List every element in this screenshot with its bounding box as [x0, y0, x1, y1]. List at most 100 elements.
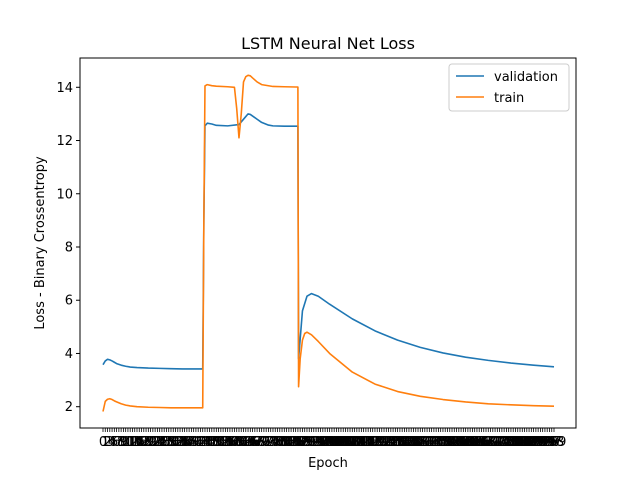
x-tick-label: 62: [235, 435, 252, 450]
x-tick-label: 129: [383, 435, 408, 450]
chart-title: LSTM Neural Net Loss: [241, 34, 415, 53]
x-tick-label: 162: [458, 435, 483, 450]
x-tick-label: 37: [179, 435, 196, 450]
x-tick-label: 126: [376, 435, 401, 450]
x-tick-label: 154: [440, 435, 465, 450]
x-tick-label: 182: [503, 435, 528, 450]
x-tick-label: 146: [421, 435, 446, 450]
x-tick-label: 57: [224, 435, 241, 450]
x-tick-label: 179: [496, 435, 521, 450]
x-tick-label: 69: [251, 435, 268, 450]
x-tick-label: 1: [101, 435, 109, 450]
series-line-validation: [102, 113, 555, 370]
y-axis-label: Loss - Binary Crossentropy: [33, 156, 48, 330]
x-tick-label: 168: [471, 435, 496, 450]
x-tick-label: 188: [517, 435, 542, 450]
x-tick-label: 49: [206, 435, 223, 450]
x-tick-label: 136: [399, 435, 424, 450]
x-tick-label: 65: [242, 435, 259, 450]
x-tick-label: 33: [170, 435, 187, 450]
x-tick-label: 190: [521, 435, 546, 450]
x-tick-label: 74: [262, 435, 279, 450]
x-tick-label: 98: [317, 435, 334, 450]
x-tick-label: 13: [124, 435, 141, 450]
x-tick-label: 183: [505, 435, 530, 450]
plot-lines: [102, 74, 555, 412]
x-tick-label: 166: [467, 435, 492, 450]
x-tick-label: 56: [222, 435, 239, 450]
x-tick-label: 164: [462, 435, 487, 450]
x-tick-label: 137: [401, 435, 426, 450]
x-tick-label: 96: [312, 435, 329, 450]
x-tick-label: 19: [138, 435, 155, 450]
x-tick-label: 84: [285, 435, 302, 450]
x-tick-label: 194: [530, 435, 555, 450]
x-tick-label: 8: [117, 435, 125, 450]
x-tick-label: 25: [151, 435, 168, 450]
x-tick-label: 97: [315, 435, 332, 450]
x-tick-label: 117: [356, 435, 381, 450]
x-tick-label: 192: [526, 435, 551, 450]
x-tick-label: 176: [489, 435, 514, 450]
x-tick-label: 88: [294, 435, 311, 450]
x-tick-label: 28: [158, 435, 175, 450]
x-tick-label: 34: [172, 435, 189, 450]
y-tick-label: 8: [65, 240, 73, 255]
x-tick-label: 38: [181, 435, 198, 450]
x-tick-label: 10: [117, 435, 134, 450]
x-tick-label: 123: [369, 435, 394, 450]
x-tick-label: 175: [487, 435, 512, 450]
x-tick-label: 4: [108, 435, 116, 450]
x-tick-label: 157: [446, 435, 471, 450]
legend: validation train: [448, 63, 570, 112]
x-tick-label: 118: [358, 435, 383, 450]
x-tick-label: 82: [281, 435, 298, 450]
x-tick-label: 113: [347, 435, 372, 450]
plot-frame: [79, 57, 577, 429]
x-tick-label: 18: [136, 435, 153, 450]
x-tick-label: 87: [292, 435, 309, 450]
legend-label-validation: validation: [494, 70, 558, 85]
x-tick-label: 112: [344, 435, 369, 450]
x-tick-label: 161: [455, 435, 480, 450]
y-tick-label: 6: [65, 294, 73, 309]
x-tick-label: 67: [247, 435, 264, 450]
x-tick-label: 122: [367, 435, 392, 450]
x-tick-label: 107: [333, 435, 358, 450]
x-tick-label: 150: [431, 435, 456, 450]
x-tick-label: 109: [338, 435, 363, 450]
x-tick-label: 180: [499, 435, 524, 450]
x-tick-label: 93: [305, 435, 322, 450]
x-tick-label: 171: [478, 435, 503, 450]
x-tick-label: 139: [406, 435, 431, 450]
x-tick-label: 174: [485, 435, 510, 450]
x-tick-label: 90: [299, 435, 316, 450]
x-tick-label: 91: [301, 435, 318, 450]
x-tick-label: 83: [283, 435, 300, 450]
x-tick-label: 131: [387, 435, 412, 450]
x-tick-label: 158: [449, 435, 474, 450]
x-tick-label: 68: [249, 435, 266, 450]
x-tick-label: 86: [290, 435, 307, 450]
x-tick-label: 27: [156, 435, 173, 450]
x-tick-label: 41: [188, 435, 205, 450]
x-tick-label: 55: [219, 435, 236, 450]
x-tick-label: 177: [492, 435, 517, 450]
x-tick-label: 173: [483, 435, 508, 450]
x-tick-label: 159: [451, 435, 476, 450]
x-tick-label: 76: [267, 435, 284, 450]
x-tick-label: 197: [537, 435, 562, 450]
x-tick-label: 189: [519, 435, 544, 450]
x-tick-label: 187: [514, 435, 539, 450]
x-tick-label: 42: [190, 435, 207, 450]
x-tick-label: 170: [476, 435, 501, 450]
x-tick-label: 63: [238, 435, 255, 450]
x-tick-label: 99: [319, 435, 336, 450]
x-tick-label: 45: [197, 435, 214, 450]
x-tick-label: 155: [442, 435, 467, 450]
x-tick-label: 147: [424, 435, 449, 450]
x-tick-label: 101: [319, 435, 344, 450]
x-tick-label: 106: [331, 435, 356, 450]
x-tick-label: 184: [508, 435, 533, 450]
x-tick-label: 115: [351, 435, 376, 450]
